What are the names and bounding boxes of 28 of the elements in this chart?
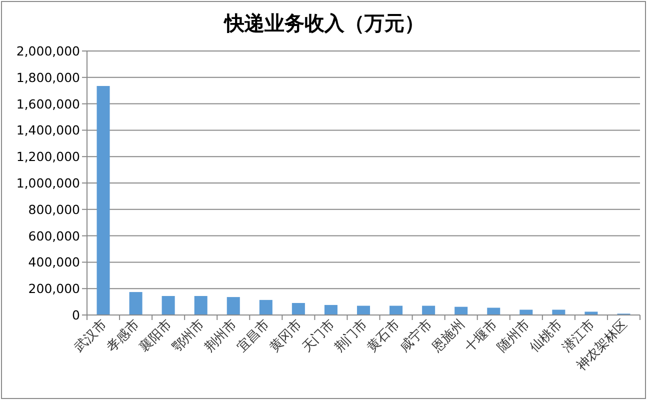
y-tick-label: 1,000,000 xyxy=(16,176,80,190)
y-tick-label: 600,000 xyxy=(28,228,80,244)
bar xyxy=(292,302,305,315)
bar xyxy=(162,296,175,315)
bar xyxy=(552,310,566,315)
bar xyxy=(454,306,468,315)
bar xyxy=(520,310,533,315)
chart-title: 快递业务收入（万元） xyxy=(222,11,424,35)
bar xyxy=(259,300,272,315)
bar xyxy=(390,306,403,315)
bar xyxy=(324,304,338,315)
y-tick-label: 1,200,000 xyxy=(16,149,80,164)
y-tick-label: 400,000 xyxy=(28,254,80,270)
bar xyxy=(356,306,370,315)
bar xyxy=(194,296,208,315)
bar xyxy=(129,292,142,315)
y-tick-label: 200,000 xyxy=(28,281,80,296)
y-tick-label: 1,600,000 xyxy=(16,96,80,112)
bar xyxy=(487,308,500,315)
y-tick-label: 2,000,000 xyxy=(16,44,80,58)
y-tick-label: 1,400,000 xyxy=(16,122,80,138)
y-tick-label: 0 xyxy=(72,308,80,322)
y-tick-label: 800,000 xyxy=(28,202,80,217)
y-tick-label: 1,800,000 xyxy=(16,70,80,85)
bar xyxy=(422,306,436,315)
bar xyxy=(584,312,598,315)
bar xyxy=(226,297,240,315)
bar xyxy=(96,86,110,315)
